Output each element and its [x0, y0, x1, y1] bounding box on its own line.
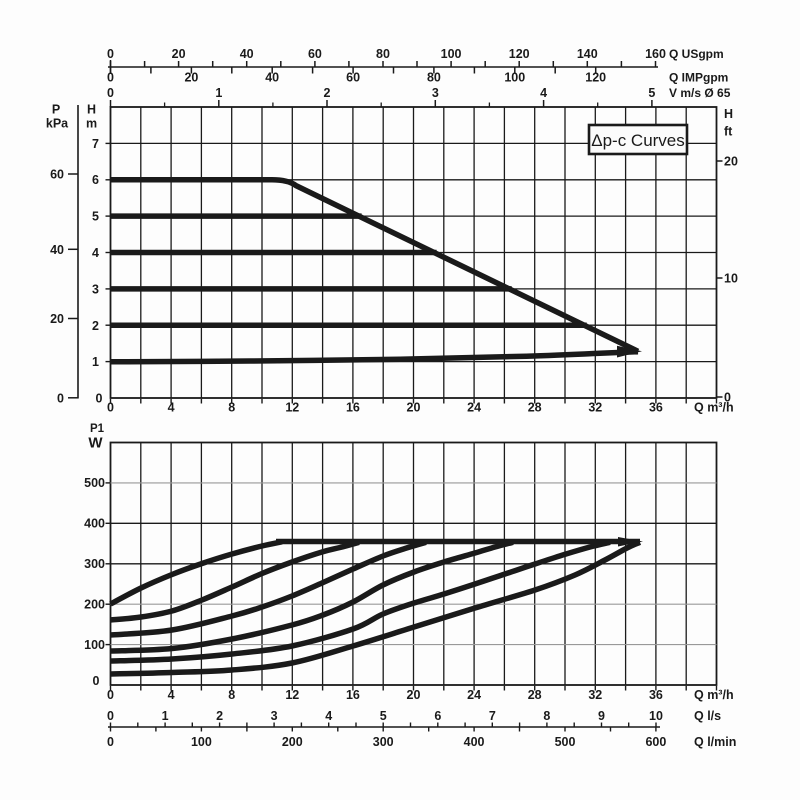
svg-text:m: m — [86, 117, 97, 131]
svg-text:4: 4 — [92, 246, 99, 260]
svg-text:28: 28 — [528, 688, 542, 702]
svg-text:8: 8 — [228, 688, 235, 702]
svg-text:60: 60 — [308, 47, 322, 61]
svg-text:20: 20 — [407, 401, 421, 415]
svg-text:Δp-c Curves: Δp-c Curves — [591, 131, 685, 150]
svg-text:1: 1 — [162, 709, 169, 723]
svg-text:160: 160 — [645, 47, 666, 61]
svg-text:36: 36 — [649, 401, 663, 415]
svg-text:3: 3 — [271, 709, 278, 723]
svg-text:P: P — [52, 103, 60, 117]
svg-text:0: 0 — [107, 71, 114, 85]
svg-text:Q m³/h: Q m³/h — [694, 688, 734, 702]
svg-text:16: 16 — [346, 401, 360, 415]
svg-text:300: 300 — [84, 557, 105, 571]
svg-text:Q m³/h: Q m³/h — [694, 401, 734, 415]
svg-text:0: 0 — [93, 674, 100, 688]
svg-text:120: 120 — [585, 71, 606, 85]
svg-text:4: 4 — [325, 709, 332, 723]
svg-text:0: 0 — [107, 688, 114, 702]
svg-text:0: 0 — [107, 47, 114, 61]
svg-text:40: 40 — [50, 243, 64, 257]
svg-text:32: 32 — [588, 401, 602, 415]
svg-text:28: 28 — [528, 401, 542, 415]
svg-text:W: W — [88, 435, 103, 452]
svg-text:7: 7 — [489, 709, 496, 723]
svg-text:P1: P1 — [90, 423, 105, 435]
svg-text:60: 60 — [50, 168, 64, 182]
svg-text:100: 100 — [504, 71, 525, 85]
svg-text:20: 20 — [184, 71, 198, 85]
svg-text:4: 4 — [168, 688, 175, 702]
svg-text:600: 600 — [645, 735, 666, 749]
svg-text:0: 0 — [96, 392, 103, 406]
svg-text:5: 5 — [648, 86, 655, 100]
svg-text:7: 7 — [92, 137, 99, 151]
svg-text:0: 0 — [57, 391, 64, 405]
svg-text:100: 100 — [441, 47, 462, 61]
svg-text:3: 3 — [432, 86, 439, 100]
svg-text:0: 0 — [107, 709, 114, 723]
svg-text:H: H — [724, 107, 733, 121]
svg-text:200: 200 — [84, 597, 105, 611]
svg-text:4: 4 — [168, 401, 175, 415]
svg-text:80: 80 — [376, 47, 390, 61]
svg-text:10: 10 — [724, 272, 738, 286]
svg-text:100: 100 — [84, 638, 105, 652]
svg-text:4: 4 — [540, 86, 547, 100]
svg-text:400: 400 — [84, 517, 105, 531]
svg-text:H: H — [87, 103, 96, 117]
svg-text:36: 36 — [649, 688, 663, 702]
svg-text:100: 100 — [191, 735, 212, 749]
svg-text:2: 2 — [92, 319, 99, 333]
svg-text:0: 0 — [724, 391, 731, 405]
svg-text:16: 16 — [346, 688, 360, 702]
svg-text:12: 12 — [285, 401, 299, 415]
svg-text:20: 20 — [407, 688, 421, 702]
svg-text:Q l/min: Q l/min — [694, 735, 736, 749]
svg-text:24: 24 — [467, 688, 481, 702]
svg-text:Q IMPgpm: Q IMPgpm — [669, 71, 728, 85]
svg-text:0: 0 — [107, 401, 114, 415]
svg-text:500: 500 — [555, 735, 576, 749]
svg-text:32: 32 — [588, 688, 602, 702]
svg-text:20: 20 — [724, 155, 738, 169]
svg-text:120: 120 — [509, 47, 530, 61]
svg-text:2: 2 — [324, 86, 331, 100]
svg-text:140: 140 — [577, 47, 598, 61]
svg-text:ft: ft — [724, 125, 733, 139]
svg-text:1: 1 — [92, 355, 99, 369]
svg-text:2: 2 — [216, 709, 223, 723]
svg-text:6: 6 — [92, 173, 99, 187]
svg-text:60: 60 — [346, 71, 360, 85]
svg-text:300: 300 — [373, 735, 394, 749]
svg-text:400: 400 — [464, 735, 485, 749]
svg-text:24: 24 — [467, 401, 481, 415]
svg-text:5: 5 — [92, 210, 99, 224]
svg-text:10: 10 — [649, 709, 663, 723]
svg-text:kPa: kPa — [46, 117, 69, 131]
svg-text:5: 5 — [380, 709, 387, 723]
svg-text:80: 80 — [427, 71, 441, 85]
svg-text:40: 40 — [265, 71, 279, 85]
svg-text:3: 3 — [92, 282, 99, 296]
svg-text:8: 8 — [543, 709, 550, 723]
svg-text:9: 9 — [598, 709, 605, 723]
svg-text:0: 0 — [107, 735, 114, 749]
svg-text:6: 6 — [434, 709, 441, 723]
svg-text:200: 200 — [282, 735, 303, 749]
svg-text:Q l/s: Q l/s — [694, 709, 721, 723]
svg-text:0: 0 — [107, 86, 114, 100]
svg-text:20: 20 — [172, 47, 186, 61]
svg-text:V m/s Ø 65: V m/s Ø 65 — [669, 86, 731, 100]
svg-text:8: 8 — [228, 401, 235, 415]
svg-text:1: 1 — [215, 86, 222, 100]
svg-text:40: 40 — [240, 47, 254, 61]
svg-text:12: 12 — [285, 688, 299, 702]
svg-text:Q USgpm: Q USgpm — [669, 47, 724, 61]
svg-text:20: 20 — [50, 312, 64, 326]
svg-text:500: 500 — [84, 476, 105, 490]
